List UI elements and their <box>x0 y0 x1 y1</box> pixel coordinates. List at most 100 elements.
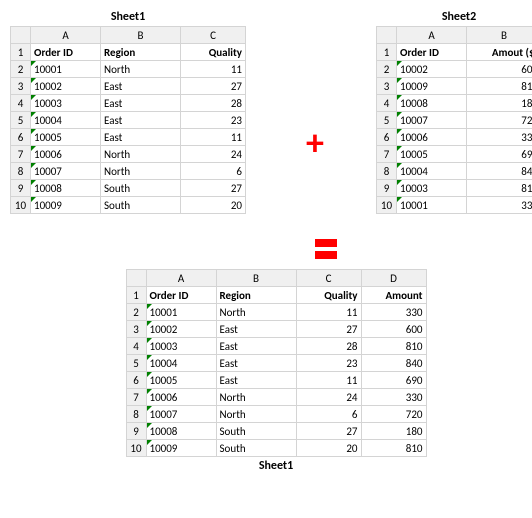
cell[interactable]: 23 <box>181 112 246 129</box>
row-header[interactable]: 7 <box>377 146 397 163</box>
col-header[interactable]: B <box>467 27 532 44</box>
cell[interactable]: East <box>216 321 296 338</box>
corner-cell[interactable] <box>126 270 146 287</box>
cell[interactable]: East <box>101 95 181 112</box>
cell[interactable]: 10004 <box>31 112 101 129</box>
cell[interactable]: 10001 <box>397 197 467 214</box>
cell[interactable]: 27 <box>296 423 361 440</box>
cell[interactable]: 6 <box>296 406 361 423</box>
cell[interactable]: 10007 <box>146 406 216 423</box>
cell[interactable]: 840 <box>361 355 426 372</box>
col-header[interactable]: C <box>296 270 361 287</box>
cell[interactable]: 10003 <box>146 338 216 355</box>
row-header[interactable]: 10 <box>377 197 397 214</box>
cell[interactable]: 810 <box>361 440 426 457</box>
cell[interactable]: 10008 <box>31 180 101 197</box>
cell[interactable]: 10001 <box>146 304 216 321</box>
col-header[interactable]: C <box>181 27 246 44</box>
row-header[interactable]: 4 <box>126 338 146 355</box>
cell[interactable]: Region <box>101 44 181 61</box>
cell[interactable]: 10002 <box>31 78 101 95</box>
cell[interactable]: 810 <box>361 338 426 355</box>
cell[interactable]: 600 <box>361 321 426 338</box>
row-header[interactable]: 10 <box>126 440 146 457</box>
row-header[interactable]: 10 <box>11 197 31 214</box>
row-header[interactable]: 7 <box>126 389 146 406</box>
col-header[interactable]: A <box>31 27 101 44</box>
cell[interactable]: Region <box>216 287 296 304</box>
cell[interactable]: 330 <box>361 304 426 321</box>
row-header[interactable]: 1 <box>377 44 397 61</box>
cell[interactable]: 27 <box>181 180 246 197</box>
cell[interactable]: 10004 <box>146 355 216 372</box>
cell[interactable]: North <box>101 146 181 163</box>
cell[interactable]: 10006 <box>146 389 216 406</box>
cell[interactable]: 810 <box>467 78 532 95</box>
cell[interactable]: 10003 <box>31 95 101 112</box>
cell[interactable]: 10005 <box>31 129 101 146</box>
cell[interactable]: 24 <box>181 146 246 163</box>
cell[interactable]: 11 <box>181 129 246 146</box>
cell[interactable]: East <box>216 338 296 355</box>
cell[interactable]: Amout ($) <box>467 44 532 61</box>
row-header[interactable]: 2 <box>377 61 397 78</box>
cell[interactable]: 720 <box>361 406 426 423</box>
cell[interactable]: North <box>216 389 296 406</box>
row-header[interactable]: 5 <box>11 112 31 129</box>
col-header[interactable]: B <box>216 270 296 287</box>
cell[interactable]: South <box>216 440 296 457</box>
cell[interactable]: 11 <box>296 372 361 389</box>
cell[interactable]: 10002 <box>146 321 216 338</box>
cell[interactable]: 180 <box>467 95 532 112</box>
cell[interactable]: 10006 <box>397 129 467 146</box>
cell[interactable]: Quality <box>296 287 361 304</box>
row-header[interactable]: 5 <box>377 112 397 129</box>
cell[interactable]: Quality <box>181 44 246 61</box>
cell[interactable]: 10009 <box>31 197 101 214</box>
row-header[interactable]: 6 <box>377 129 397 146</box>
cell[interactable]: 10002 <box>397 61 467 78</box>
cell[interactable]: 11 <box>296 304 361 321</box>
cell[interactable]: 720 <box>467 112 532 129</box>
cell[interactable]: Order ID <box>31 44 101 61</box>
row-header[interactable]: 9 <box>377 180 397 197</box>
cell[interactable]: 10003 <box>397 180 467 197</box>
cell[interactable]: North <box>216 304 296 321</box>
cell[interactable]: South <box>101 180 181 197</box>
cell[interactable]: Order ID <box>397 44 467 61</box>
row-header[interactable]: 1 <box>11 44 31 61</box>
cell[interactable]: 600 <box>467 61 532 78</box>
cell[interactable]: 10001 <box>31 61 101 78</box>
cell[interactable]: North <box>216 406 296 423</box>
row-header[interactable]: 4 <box>11 95 31 112</box>
cell[interactable]: 10007 <box>31 163 101 180</box>
cell[interactable]: Amount <box>361 287 426 304</box>
cell[interactable]: 10005 <box>397 146 467 163</box>
cell[interactable]: 10008 <box>146 423 216 440</box>
row-header[interactable]: 5 <box>126 355 146 372</box>
cell[interactable]: 10006 <box>31 146 101 163</box>
row-header[interactable]: 4 <box>377 95 397 112</box>
cell[interactable]: 28 <box>181 95 246 112</box>
cell[interactable]: 20 <box>296 440 361 457</box>
col-header[interactable]: A <box>397 27 467 44</box>
cell[interactable]: East <box>216 355 296 372</box>
row-header[interactable]: 6 <box>11 129 31 146</box>
cell[interactable]: North <box>101 61 181 78</box>
cell[interactable]: 24 <box>296 389 361 406</box>
row-header[interactable]: 3 <box>126 321 146 338</box>
row-header[interactable]: 8 <box>377 163 397 180</box>
cell[interactable]: 840 <box>467 163 532 180</box>
corner-cell[interactable] <box>377 27 397 44</box>
cell[interactable]: North <box>101 163 181 180</box>
cell[interactable]: East <box>101 112 181 129</box>
cell[interactable]: 28 <box>296 338 361 355</box>
cell[interactable]: 20 <box>181 197 246 214</box>
cell[interactable]: 27 <box>181 78 246 95</box>
row-header[interactable]: 2 <box>11 61 31 78</box>
cell[interactable]: 180 <box>361 423 426 440</box>
cell[interactable]: East <box>216 372 296 389</box>
cell[interactable]: 10005 <box>146 372 216 389</box>
cell[interactable]: 11 <box>181 61 246 78</box>
cell[interactable]: 23 <box>296 355 361 372</box>
